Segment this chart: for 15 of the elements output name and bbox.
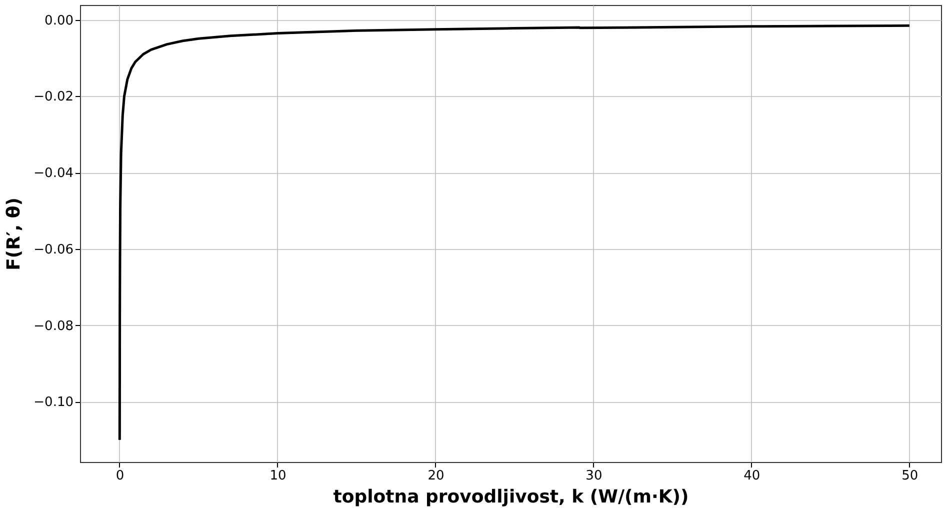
y-tick-label: 0.00	[44, 13, 74, 28]
x-tick-label: 20	[428, 468, 444, 484]
line-series	[118, 24, 911, 442]
x-tick-label: 40	[744, 468, 760, 484]
y-tick-label: −0.06	[34, 242, 74, 258]
x-tick-label: 30	[586, 468, 602, 484]
y-axis-title: F(R′, θ)	[4, 198, 25, 270]
y-tick-label: −0.10	[34, 395, 74, 410]
x-tick-label: 50	[902, 468, 918, 484]
x-tick-label: 0	[116, 468, 124, 484]
x-axis-title: toplotna provodljivost, k (W/(m·K))	[333, 486, 689, 508]
y-tick-label: −0.04	[34, 166, 74, 182]
x-tick-label: 10	[270, 468, 286, 484]
y-tick-label: −0.08	[34, 318, 74, 334]
y-tick-label: −0.02	[34, 90, 74, 105]
